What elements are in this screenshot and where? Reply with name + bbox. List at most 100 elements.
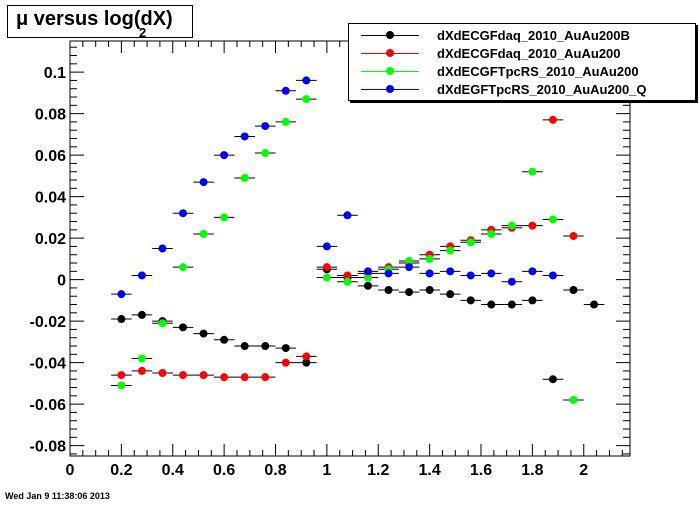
x-tick-label: 0.4 (162, 462, 184, 479)
legend-marker (386, 85, 394, 93)
series-group (111, 95, 584, 404)
legend-marker (386, 67, 394, 75)
timestamp: Wed Jan 9 11:38:06 2013 (5, 491, 110, 501)
data-point (322, 263, 331, 272)
data-point (446, 267, 455, 276)
data-point (137, 271, 146, 280)
legend-label: dXdECGFdaq_2010_AuAu200 (437, 46, 621, 61)
x-tick-label: 2 (579, 462, 588, 479)
data-point (302, 76, 311, 85)
legend-marker (386, 49, 394, 57)
data-point (425, 286, 434, 294)
data-point (137, 366, 146, 375)
y-tick-label: 0.06 (35, 148, 66, 165)
data-point (528, 221, 537, 230)
data-point (261, 342, 270, 351)
data-point (487, 300, 496, 309)
data-point (158, 369, 167, 377)
data-point (405, 256, 414, 265)
data-point (220, 213, 229, 222)
legend-label: dXdECGFdaq_2010_AuAu200B (437, 28, 630, 43)
data-point (507, 300, 516, 309)
legend-label: dXdECGFTpcRS_2010_AuAu200 (437, 64, 639, 79)
data-point (158, 244, 167, 253)
data-point (322, 273, 331, 282)
data-point (569, 232, 578, 241)
data-point (343, 211, 352, 220)
data-point (507, 221, 516, 230)
legend-marker (386, 31, 394, 39)
data-point (466, 238, 475, 247)
x-tick-label: 0.2 (110, 462, 132, 479)
y-tick-label: 0.1 (44, 65, 66, 82)
data-point (240, 173, 249, 182)
data-point (343, 277, 352, 286)
data-point (117, 315, 126, 324)
data-point (466, 271, 475, 280)
y-tick-label: -0.08 (30, 439, 67, 456)
axes: 0 0.2 0.4 0.6 0.8 1 1.2 1.4 1.6 1.8 2 -0.08 -0.06 -0.… (30, 41, 630, 479)
data-point (137, 310, 146, 319)
data-point (199, 329, 208, 338)
data-point (158, 319, 167, 328)
data-point (302, 95, 311, 104)
data-point (548, 271, 557, 280)
plot-title-box: μ versus log(dX) 2 (7, 5, 193, 40)
legend: dXdECGFdaq_2010_AuAu200B dXdECGFdaq_2010… (348, 23, 696, 101)
data-point (220, 373, 229, 382)
data-point (548, 375, 557, 384)
data-point (466, 296, 475, 305)
data-point (137, 354, 146, 363)
data-point (302, 358, 311, 367)
data-point (199, 371, 208, 380)
data-point (363, 267, 372, 276)
data-point (261, 149, 270, 158)
data-point (548, 215, 557, 224)
y-tick-label: -0.06 (30, 397, 67, 414)
data-point (528, 296, 537, 305)
data-point (528, 267, 537, 276)
data-point (384, 286, 393, 294)
x-tick-label: 0.6 (213, 462, 235, 479)
data-point (507, 277, 516, 286)
plot-title: μ versus log(dX) (16, 8, 173, 30)
data-point (569, 286, 578, 294)
y-tick-label: 0.02 (35, 231, 66, 248)
data-point (446, 290, 455, 299)
data-point (322, 242, 331, 251)
y-tick-label: -0.04 (30, 356, 67, 373)
data-point (302, 352, 311, 361)
x-tick-label: 1.6 (470, 462, 492, 479)
legend-entry: dXdECGFdaq_2010_AuAu200B (349, 27, 695, 46)
data-point (446, 246, 455, 255)
y-tick-label: 0.08 (35, 107, 66, 124)
x-tick-label: 1 (322, 462, 331, 479)
data-point (281, 344, 290, 353)
data-point (261, 373, 270, 382)
x-tick-label: 1.8 (521, 462, 543, 479)
data-point (363, 273, 372, 282)
data-point (363, 281, 372, 290)
data-point (179, 371, 188, 380)
series-group (111, 265, 605, 384)
data-point (179, 209, 188, 218)
legend-entry: dXdEGFTpcRS_2010_AuAu200_Q (349, 81, 695, 100)
data-point (487, 229, 496, 238)
data-point (425, 254, 434, 263)
data-point (199, 178, 208, 187)
series-group (111, 76, 564, 299)
series-group (111, 115, 584, 382)
data-point (281, 117, 290, 126)
legend-entry: dXdECGFTpcRS_2010_AuAu200 (349, 63, 695, 82)
data-point (220, 151, 229, 160)
data-point (179, 263, 188, 272)
data-point (548, 115, 557, 124)
y-tick-label: 0.04 (35, 190, 66, 207)
data-point (220, 335, 229, 344)
legend-entry: dXdECGFdaq_2010_AuAu200 (349, 45, 695, 64)
data-point (240, 342, 249, 351)
y-tick-label: 0 (57, 273, 66, 290)
data-point (590, 300, 599, 309)
data-point (425, 269, 434, 278)
data-point (528, 167, 537, 176)
